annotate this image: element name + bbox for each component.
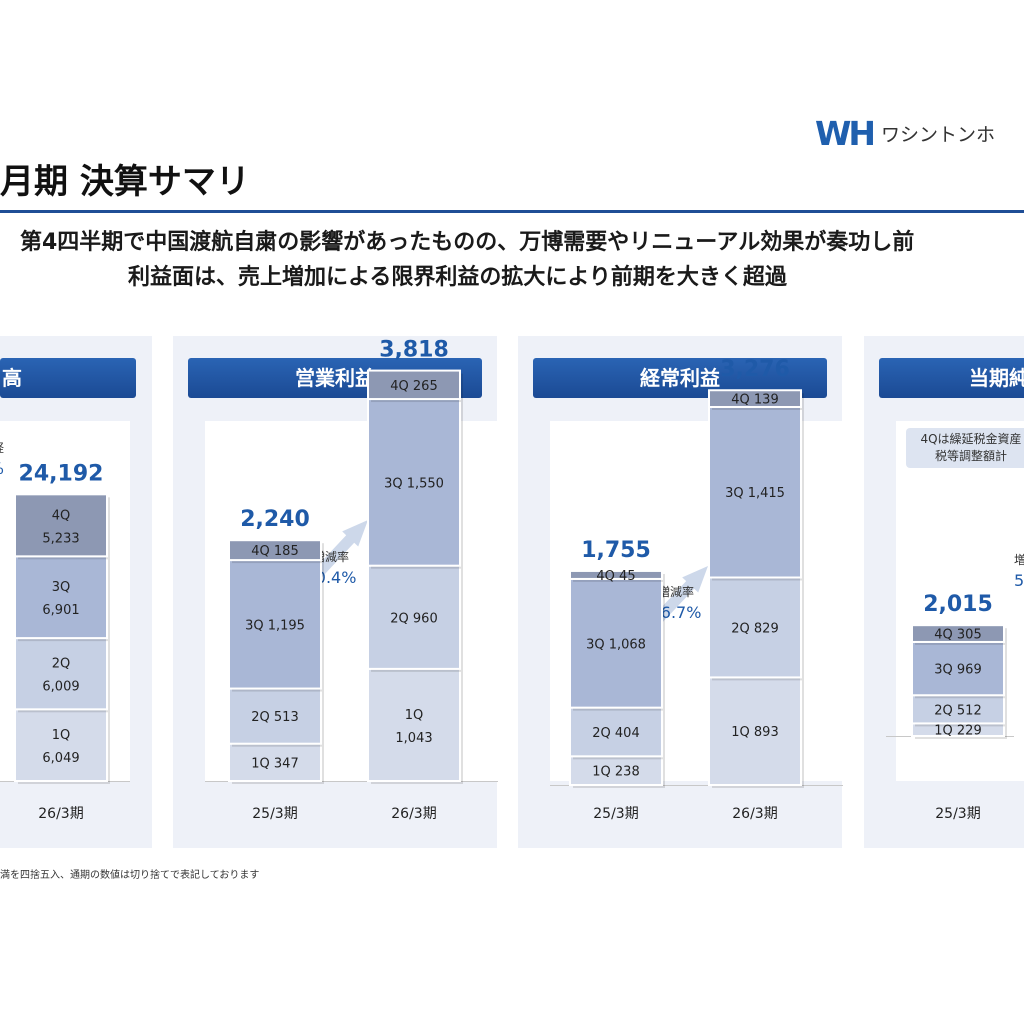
sales-curr-total: 24,192 [19,461,104,486]
page-title: 月期 決算サマリ [0,162,250,202]
title-divider [0,210,1024,213]
ordinary-curr-category-label: 26/3期 [732,806,777,822]
sales-change-value: % [0,459,4,478]
operating-prev-label-3q: 3Q 1,195 [245,618,305,633]
lead-text-line1: 第4四半期で中国渡航自粛の影響があったものの、万博需要やリニューアル効果が奏功し… [20,230,915,255]
operating-prev-label-2q: 2Q 513 [251,710,298,725]
ordinary-prev-total: 1,755 [581,538,651,563]
ordinary-prev-bar-2q [569,706,663,758]
net-income-note-line2: 税等調整額計 [934,449,1007,463]
sales-change-label: 経 [0,441,4,455]
operating-curr-bar-1q [367,667,461,782]
chart-net-income: 増減 50.2 1Q 229 2Q 512 3Q 969 4Q 305 2,015 25/3期 [886,552,1024,822]
panel-ordinary-profit: 経常利益 増減率 86.7% 1Q 238 2Q 404 3Q 1,068 4Q 45 1,… [518,336,843,848]
ordinary-curr-label-2q: 2Q 829 [731,621,778,636]
panel-net-income-header: 当期純 [879,358,1024,398]
operating-curr-label-1q-value: 1,043 [395,731,432,746]
operating-prev-label-1q: 1Q 347 [251,756,298,771]
ordinary-curr-bar-2q [708,576,802,679]
sales-curr-bar-3q [14,555,108,640]
ordinary-curr-bar-3q [708,405,802,579]
operating-curr-category-label: 26/3期 [391,806,436,822]
panel-sales: 高 経% 1Q 6,049 2Q 6,009 3Q 6,901 4Q 5,233 24,192 26… [0,336,152,848]
operating-curr-bar-4q [367,369,461,401]
ordinary-curr-bar-1q [708,676,802,786]
net-curr-label-3q: 3Q 969 [934,663,981,678]
operating-curr-label-1q-q: 1Q [405,708,424,723]
net-curr-bar-2q [911,694,1005,725]
net-income-note-line1: 4Qは繰延税金資産 [920,432,1022,446]
net-curr-bar-4q [911,624,1005,643]
sales-curr-bar-4q [14,493,108,558]
operating-prev-bar-1q [228,742,322,783]
chart-sales: 経% 1Q 6,049 2Q 6,009 3Q 6,901 4Q 5,233 24,192 26/3… [0,441,130,822]
logo-mark: WH [815,114,876,153]
ordinary-prev-bar-1q [569,755,663,787]
ordinary-prev-bar-4q [569,569,663,580]
sales-curr-label-1q-q: 1Q [52,728,71,743]
ordinary-curr-label-3q: 3Q 1,415 [725,486,785,501]
operating-curr-total: 3,818 [379,338,449,363]
panel-net-income: 当期純 4Qは繰延税金資産 税等調整額計 増減 50.2 1Q 229 2Q 512 3… [864,336,1024,848]
company-logo: WH ワシントンホ [815,114,1024,154]
net-curr-label-2q: 2Q 512 [934,703,981,718]
footnote: 満を四捨五入、通期の数値は切り捨てで表記しております [0,870,260,881]
lead-text-line2: 利益面は、売上増加による限界利益の拡大により前期を大きく超過 [128,265,787,290]
net-change-label: 増減 [1014,552,1024,567]
sales-curr-bar-2q [14,637,108,711]
operating-prev-bar-4q [228,539,322,562]
operating-prev-label-4q: 4Q 185 [251,544,298,559]
net-curr-bar-3q [911,640,1005,697]
ordinary-curr-total: 3,276 [720,357,790,382]
operating-curr-label-4q: 4Q 265 [390,379,437,394]
sales-curr-category-label: 26/3期 [38,806,83,822]
operating-prev-total: 2,240 [240,507,310,532]
net-curr-label-4q: 4Q 305 [934,628,981,643]
operating-curr-label-3q: 3Q 1,550 [384,476,444,491]
ordinary-prev-category-label: 25/3期 [593,806,638,822]
net-curr-label-1q: 1Q 229 [934,724,981,739]
sales-curr-label-3q-value: 6,901 [42,603,79,618]
ordinary-change-value: 86.7% [651,603,702,622]
ordinary-prev-label-4q: 4Q 45 [596,569,635,584]
net-curr-total: 2,015 [923,592,993,617]
ordinary-prev-label-1q: 1Q 238 [592,765,639,780]
ordinary-curr-bar-4q [708,389,802,408]
sales-curr-label-4q-q: 4Q [52,508,71,523]
panel-operating-profit: 営業利益 増減率 70.4% 1Q 347 2Q 513 3Q 1,195 4Q 185 2… [173,336,498,848]
operating-prev-category-label: 25/3期 [252,806,297,822]
net-income-note: 4Qは繰延税金資産 税等調整額計 [906,428,1024,468]
ordinary-curr-label-4q: 4Q 139 [731,393,778,408]
sales-curr-label-1q-value: 6,049 [42,751,79,766]
sales-curr-label-2q-q: 2Q [52,657,71,672]
operating-prev-bar-2q [228,687,322,745]
ordinary-prev-label-3q: 3Q 1,068 [586,637,646,652]
operating-curr-bar-2q [367,564,461,670]
net-curr-category-label: 25/3期 [935,806,980,822]
sales-curr-bar-1q [14,708,108,782]
logo-text: ワシントンホ [881,124,996,146]
operating-prev-bar-3q [228,559,322,690]
operating-curr-bar-3q [367,398,461,567]
panel-ordinary-profit-header: 経常利益 [533,358,827,398]
operating-curr-label-2q: 2Q 960 [390,611,437,626]
sales-curr-label-3q-q: 3Q [52,580,71,595]
sales-curr-label-2q-value: 6,009 [42,680,79,695]
panel-sales-header: 高 [0,358,136,398]
ordinary-prev-label-2q: 2Q 404 [592,726,639,741]
chart-ordinary-profit: 増減率 86.7% 1Q 238 2Q 404 3Q 1,068 4Q 45 1,755 25… [550,357,843,822]
net-change-value: 50.2 [1014,571,1024,590]
ordinary-change-label: 増減率 [658,584,694,599]
sales-curr-label-4q-value: 5,233 [42,531,79,546]
ordinary-curr-label-1q: 1Q 893 [731,725,778,740]
